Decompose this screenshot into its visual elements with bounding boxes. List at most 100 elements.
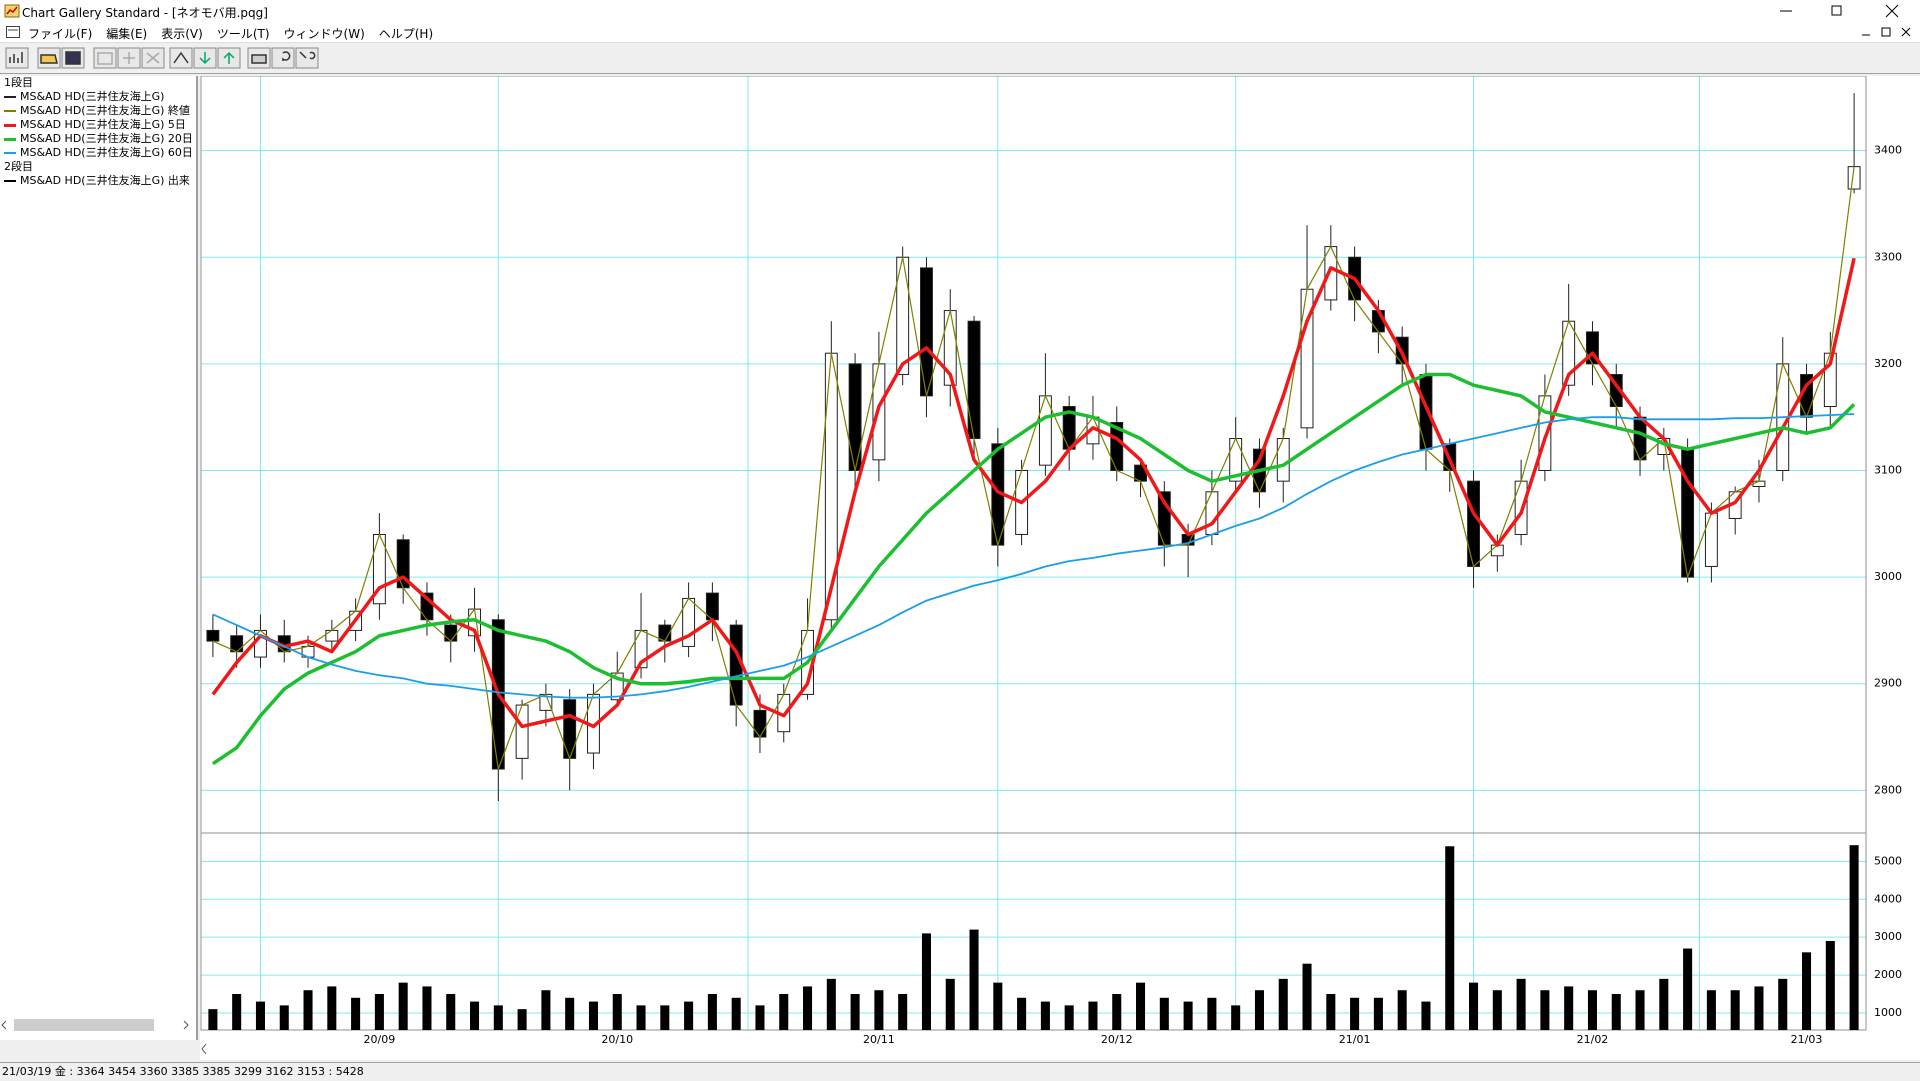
candle-body xyxy=(444,624,458,642)
volume-bar xyxy=(1040,1001,1050,1030)
volume-bar xyxy=(1492,990,1502,1030)
mdi-restore[interactable] xyxy=(1881,27,1891,37)
y-tick-label: 2800 xyxy=(1874,783,1902,796)
candle-body xyxy=(206,629,220,642)
volume-bar xyxy=(684,1001,694,1030)
tool-button[interactable] xyxy=(271,47,295,69)
window-controls xyxy=(1780,4,1899,18)
volume-bar xyxy=(945,978,955,1030)
candle-body xyxy=(1276,438,1290,482)
volume-bar xyxy=(1516,978,1526,1030)
volume-bar xyxy=(279,1005,289,1030)
volume-bar xyxy=(1445,846,1455,1030)
volume-bar xyxy=(208,1009,218,1030)
y-tick-label: 3400 xyxy=(1874,144,1902,157)
legend-swatch xyxy=(4,152,16,154)
app-icon xyxy=(4,4,20,18)
volume-bar xyxy=(803,986,813,1030)
volume-bar xyxy=(1421,1001,1431,1030)
candle-body xyxy=(1704,512,1718,567)
candle-body xyxy=(1633,416,1647,461)
x-tick-label: 21/02 xyxy=(1577,1033,1609,1046)
legend-swatch xyxy=(4,96,16,98)
toolbar xyxy=(0,43,1920,74)
volume-bar xyxy=(921,933,931,1030)
candle-body xyxy=(1467,480,1480,567)
tool-button[interactable] xyxy=(169,47,193,69)
legend-scrollbar[interactable] xyxy=(0,1016,196,1034)
volume-bar xyxy=(1302,963,1312,1030)
volume-bar xyxy=(755,1005,765,1030)
legend-text: MS&AD HD(三井住友海上G) 20日 xyxy=(20,132,193,145)
volume-bar xyxy=(1231,1005,1241,1030)
y-tick-label: 3000 xyxy=(1874,930,1902,943)
legend-entry: MS&AD HD(三井住友海上G) 終値 xyxy=(0,104,196,118)
volume-bar xyxy=(1730,990,1740,1030)
close-button[interactable] xyxy=(1885,4,1899,18)
x-tick-label: 20/10 xyxy=(601,1033,633,1046)
volume-bar xyxy=(1564,986,1574,1030)
close-line xyxy=(212,166,1855,770)
y-tick-label: 2000 xyxy=(1874,968,1902,981)
volume-bar xyxy=(1754,986,1764,1030)
chart-scroll-arrow[interactable] xyxy=(201,1043,207,1055)
menu-item[interactable]: ウィンドウ(W) xyxy=(283,27,365,41)
volume-bar xyxy=(1183,1001,1193,1030)
tool-icons xyxy=(9,51,316,65)
volume-bar xyxy=(374,994,384,1030)
volume-bar xyxy=(874,990,884,1030)
volume-bar xyxy=(1540,990,1550,1030)
tool-button[interactable] xyxy=(295,47,319,69)
legend-swatch xyxy=(4,137,16,141)
legend-panel: 1段目 MS&AD HD(三井住友海上G) MS&AD HD(三井住友海上G) … xyxy=(0,76,198,1040)
x-tick-label: 20/11 xyxy=(863,1033,895,1046)
volume-bar xyxy=(969,929,979,1030)
volume-bar xyxy=(232,994,242,1030)
volume-bar xyxy=(1088,1001,1098,1030)
y-tick-label: 2900 xyxy=(1874,677,1902,690)
volume-bar xyxy=(1017,997,1027,1030)
volume-bar xyxy=(1635,990,1645,1030)
x-tick-label: 20/09 xyxy=(364,1033,396,1046)
menu-item[interactable]: 表示(V) xyxy=(161,27,203,41)
volume-bar xyxy=(1778,978,1788,1030)
panel-label: 2段目 xyxy=(4,160,33,173)
legend-text: MS&AD HD(三井住友海上G) 終値 xyxy=(20,104,190,117)
volume-bar xyxy=(1278,978,1288,1030)
chart: 2800 2900 3000 3100 3200 3300 3400 1000 2000 3000… xyxy=(200,76,1920,1060)
status-bar: 21/03/19 金 : 3364 3454 3360 3385 3385 32… xyxy=(0,1062,1920,1081)
volume-bar xyxy=(303,990,313,1030)
volume-bar xyxy=(1136,982,1146,1030)
y-tick-label: 3300 xyxy=(1874,250,1902,263)
volume-bar xyxy=(1159,997,1169,1030)
legend-entry: MS&AD HD(三井住友海上G) 5日 xyxy=(0,118,196,132)
menu-item[interactable]: ファイル(F) xyxy=(28,27,93,41)
volume-bar xyxy=(1373,997,1383,1030)
volume-bar xyxy=(493,1005,503,1030)
volume-bar xyxy=(1326,994,1336,1030)
legend-entry: MS&AD HD(三井住友海上G) 20日 xyxy=(0,132,196,146)
legend-entry: MS&AD HD(三井住友海上G) xyxy=(0,90,196,104)
candle-body xyxy=(325,629,339,642)
volume-bar xyxy=(826,978,836,1030)
volume-bar xyxy=(446,994,456,1030)
volume-bar xyxy=(1611,994,1621,1030)
volume-bar xyxy=(898,994,908,1030)
mdi-close[interactable] xyxy=(1901,27,1911,37)
volume-bar xyxy=(565,997,575,1030)
moving-average-line xyxy=(211,372,1856,766)
volume-bar xyxy=(255,1001,265,1030)
volume-bar xyxy=(1397,990,1407,1030)
candle-body xyxy=(967,320,981,440)
menu-item[interactable]: ツール(T) xyxy=(216,27,270,41)
legend-text: MS&AD HD(三井住友海上G) 出来 xyxy=(20,174,190,187)
legend-swatch xyxy=(4,110,16,112)
restore-button[interactable] xyxy=(1831,5,1842,16)
y-tick-label: 4000 xyxy=(1874,892,1902,905)
candle-body xyxy=(563,699,577,759)
volume-bar xyxy=(779,994,789,1030)
volume-bar xyxy=(1683,948,1693,1030)
volume-bar xyxy=(612,994,622,1030)
menu-item[interactable]: ヘルプ(H) xyxy=(378,27,434,41)
menu-item[interactable]: 編集(E) xyxy=(106,27,148,41)
